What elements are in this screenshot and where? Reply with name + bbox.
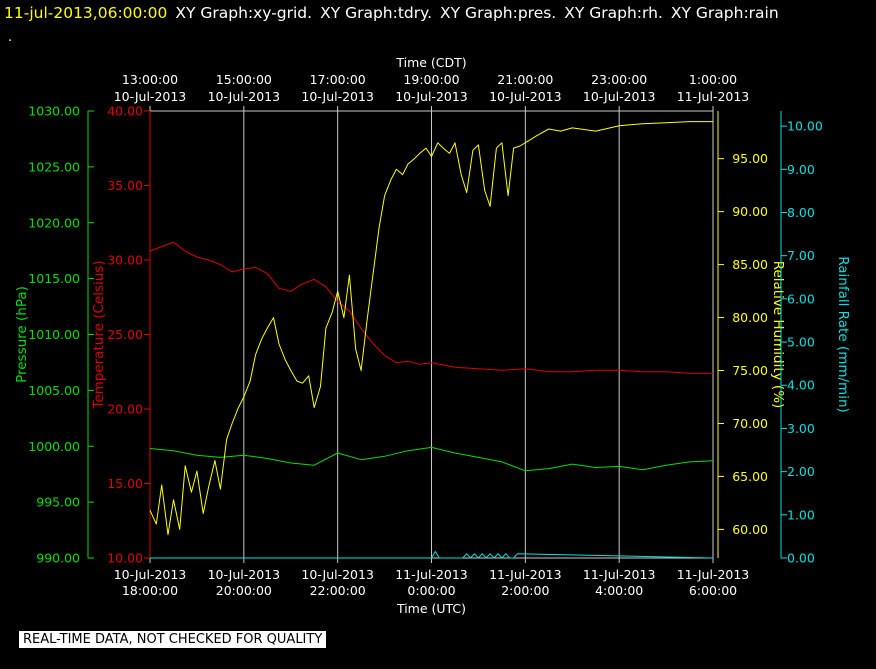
graph-label-rain: XY Graph:rain — [670, 4, 779, 22]
humidity-tick-label: 75.00 — [732, 363, 768, 378]
graph-header: 11-jul-2013,06:00:00 XY Graph:xy-grid. XY … — [0, 0, 876, 26]
rain-tick-label: 2.00 — [787, 464, 815, 479]
rain-tick-label: 9.00 — [787, 162, 815, 177]
x-tick-label-time: 18:00:00 — [122, 583, 178, 598]
pressure-tick-label: 1020.00 — [28, 215, 80, 230]
x-top-tick-label-date: 10-Jul-2013 — [301, 89, 374, 104]
pressure-axis-title: Pressure (hPa) — [14, 286, 30, 383]
timestamp: 11-jul-2013,06:00:00 — [4, 4, 168, 22]
rain-series-line — [150, 551, 714, 559]
temperature-tick-label: 30.00 — [107, 253, 143, 268]
x-top-tick-label-time: 17:00:00 — [310, 72, 366, 87]
pressure-tick-label: 1025.00 — [28, 159, 80, 174]
x-tick-label-date: 10-Jul-2013 — [114, 567, 187, 582]
temperature-tick-label: 10.00 — [107, 551, 143, 566]
x-top-tick-label-time: 19:00:00 — [403, 72, 459, 87]
x-tick-label-date: 11-Jul-2013 — [489, 567, 562, 582]
x-top-tick-label-date: 10-Jul-2013 — [489, 89, 562, 104]
temperature-axis-title: Temperature (Celsius) — [91, 260, 107, 409]
rain-tick-label: 3.00 — [787, 421, 815, 436]
x-top-tick-label-date: 11-Jul-2013 — [677, 89, 750, 104]
x-tick-label-date: 11-Jul-2013 — [677, 567, 750, 582]
pressure-tick-label: 1010.00 — [28, 327, 80, 342]
rain-tick-label: 7.00 — [787, 248, 815, 263]
pressure-tick-label: 1005.00 — [28, 383, 80, 398]
humidity-tick-label: 85.00 — [732, 257, 768, 272]
x-top-axis-title: Time (CDT) — [395, 55, 466, 70]
rain-tick-label: 6.00 — [787, 291, 815, 306]
pressure-tick-label: 1000.00 — [28, 439, 80, 454]
temperature-tick-label: 20.00 — [107, 402, 143, 417]
graph-label-grid: XY Graph:xy-grid. — [175, 4, 313, 22]
rain-tick-label: 4.00 — [787, 378, 815, 393]
x-tick-label-time: 2:00:00 — [501, 583, 549, 598]
x-top-tick-label-date: 10-Jul-2013 — [114, 89, 187, 104]
x-tick-label-date: 10-Jul-2013 — [301, 567, 374, 582]
temperature-tick-label: 40.00 — [107, 104, 143, 119]
rain-tick-label: 0.00 — [787, 551, 815, 566]
x-tick-label-time: 20:00:00 — [216, 583, 272, 598]
x-top-tick-label-time: 15:00:00 — [216, 72, 272, 87]
graph-label-rh: XY Graph:rh. — [564, 4, 663, 22]
x-tick-label-time: 0:00:00 — [407, 583, 455, 598]
x-top-tick-label-date: 10-Jul-2013 — [208, 89, 281, 104]
x-tick-label-date: 10-Jul-2013 — [208, 567, 281, 582]
header-dot: . — [8, 30, 13, 45]
humidity-tick-label: 90.00 — [732, 204, 768, 219]
pressure-tick-label: 995.00 — [36, 495, 80, 510]
x-top-tick-label-time: 23:00:00 — [591, 72, 647, 87]
x-axis-title: Time (UTC) — [396, 601, 466, 616]
humidity-tick-label: 95.00 — [732, 151, 768, 166]
graph-label-tdry: XY Graph:tdry. — [320, 4, 433, 22]
x-tick-label-time: 6:00:00 — [689, 583, 737, 598]
temperature-series-line — [149, 241, 713, 374]
humidity-tick-label: 60.00 — [732, 522, 768, 537]
x-top-tick-label-date: 10-Jul-2013 — [583, 89, 656, 104]
rain-tick-label: 5.00 — [787, 335, 815, 350]
temperature-tick-label: 15.00 — [107, 476, 143, 491]
rain-tick-label: 1.00 — [787, 507, 815, 522]
rain-tick-label: 10.00 — [787, 119, 823, 134]
x-top-tick-label-time: 13:00:00 — [122, 72, 178, 87]
x-tick-label-date: 11-Jul-2013 — [583, 567, 656, 582]
quality-disclaimer: REAL-TIME DATA, NOT CHECKED FOR QUALITY — [19, 631, 327, 648]
pressure-series-line — [149, 446, 714, 472]
pressure-tick-label: 990.00 — [36, 551, 80, 566]
graph-label-pres: XY Graph:pres. — [440, 4, 557, 22]
x-top-tick-label-time: 21:00:00 — [497, 72, 553, 87]
humidity-tick-label: 65.00 — [732, 469, 768, 484]
humidity-axis-title: Relative Humidity (%) — [770, 261, 786, 409]
rain-tick-label: 8.00 — [787, 205, 815, 220]
temperature-tick-label: 25.00 — [107, 327, 143, 342]
x-top-tick-label-time: 1:00:00 — [689, 72, 737, 87]
x-top-tick-label-date: 10-Jul-2013 — [395, 89, 468, 104]
humidity-tick-label: 80.00 — [732, 310, 768, 325]
humidity-tick-label: 70.00 — [732, 416, 768, 431]
x-tick-label-time: 22:00:00 — [310, 583, 366, 598]
pressure-tick-label: 1030.00 — [28, 104, 80, 119]
humidity-series-line — [149, 121, 713, 536]
rain-axis-title: Rainfall Rate (mm/min) — [835, 256, 851, 413]
x-tick-label-time: 4:00:00 — [595, 583, 643, 598]
temperature-tick-label: 35.00 — [107, 178, 143, 193]
x-tick-label-date: 11-Jul-2013 — [395, 567, 468, 582]
pressure-tick-label: 1015.00 — [28, 271, 80, 286]
